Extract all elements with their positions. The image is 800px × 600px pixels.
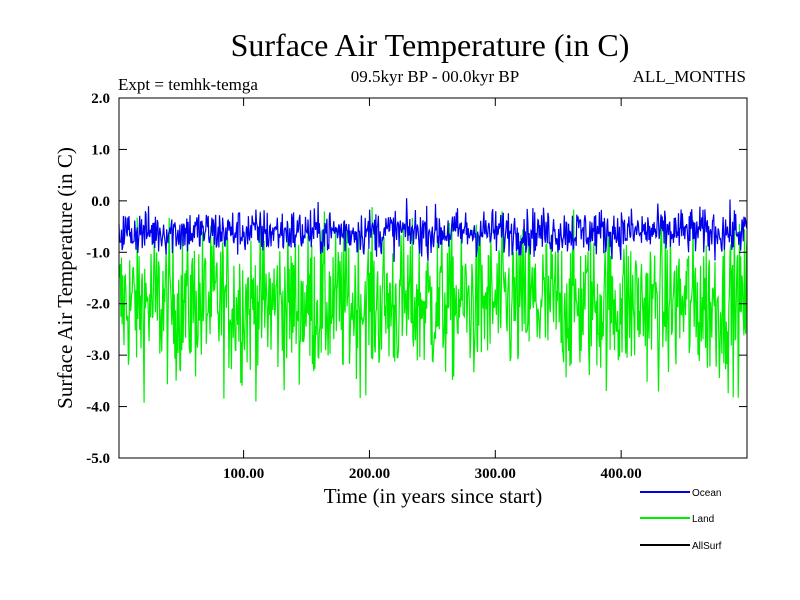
plot-frame	[118, 97, 748, 459]
legend-label-land: Land	[692, 514, 714, 525]
x-tick-label: 400.00	[601, 466, 642, 482]
legend: Ocean Land AllSurf	[640, 488, 722, 552]
y-tick-label: -5.0	[86, 451, 110, 467]
x-tick-label: 100.00	[223, 466, 264, 482]
y-tick-label: 1.0	[91, 142, 110, 158]
y-tick-label: 2.0	[91, 91, 110, 107]
months-label: ALL_MONTHS	[633, 67, 746, 86]
y-tick-label: -2.0	[86, 297, 110, 313]
legend-label-ocean: Ocean	[692, 488, 721, 499]
y-axis-label: Surface Air Temperature (in C)	[53, 147, 77, 409]
legend-label-allsurf: AllSurf	[692, 541, 722, 552]
x-tick-label: 300.00	[475, 466, 516, 482]
y-tick-label: -1.0	[86, 245, 110, 261]
x-axis-label: Time (in years since start)	[324, 484, 543, 508]
x-tick-label: 200.00	[349, 466, 390, 482]
series-line-ocean	[118, 198, 748, 262]
y-tick-label: -4.0	[86, 400, 110, 416]
chart-title: Surface Air Temperature (in C)	[231, 27, 630, 63]
series-layer	[118, 198, 748, 403]
experiment-label: Expt = temhk-temga	[118, 75, 258, 94]
y-tick-label: 0.0	[91, 194, 110, 210]
period-label: 09.5kyr BP - 00.0kyr BP	[351, 67, 519, 86]
ticks-layer: -5.0 -4.0 -3.0 -2.0 -1.0 0.0 1.0 2.0 100.00 200.0…	[86, 91, 747, 482]
y-tick-label: -3.0	[86, 348, 110, 364]
series-line-land	[118, 207, 748, 403]
